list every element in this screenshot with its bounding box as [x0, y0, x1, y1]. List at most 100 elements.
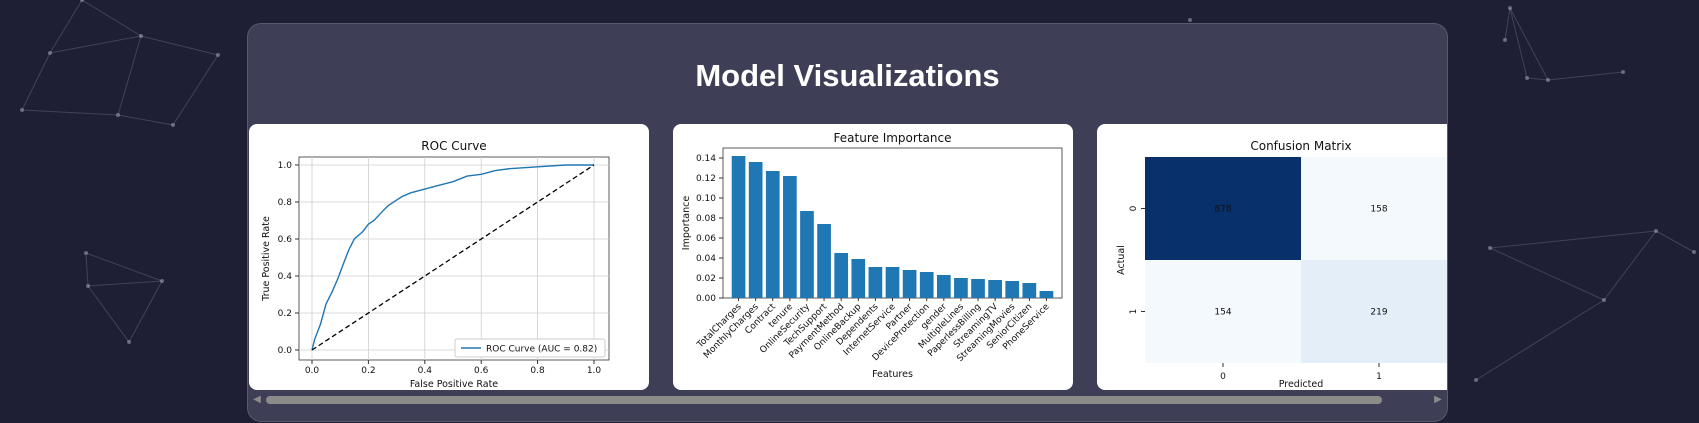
network-link [1489, 247, 1605, 301]
network-link [1526, 77, 1549, 81]
feature-bar [817, 224, 831, 298]
cm-x-tick-label: 0 [1220, 372, 1226, 382]
network-link [85, 252, 163, 282]
feature-bar [919, 272, 934, 298]
fi-y-tick-label: 0.14 [696, 154, 716, 164]
visualizations-panel: Model Visualizations ROC Curve 0.0 0.2 0.4 0… [247, 23, 1448, 422]
cm-x-axis-label: Predicted [1279, 379, 1324, 390]
network-link [21, 52, 51, 111]
fi-y-tick-label: 0.00 [696, 294, 716, 304]
roc-legend-box [454, 338, 606, 358]
fi-y-tick-label: 0.02 [696, 274, 716, 284]
network-link [1509, 7, 1549, 81]
confusion-matrix-cell [1301, 260, 1447, 363]
feature-bar [800, 211, 814, 298]
confusion-matrix-chart: Confusion Matrix 878 158 154 219 0 1 0 1 Predicte… [1116, 139, 1447, 390]
network-node [116, 113, 120, 117]
scrollbar-thumb[interactable] [266, 396, 1382, 404]
network-node [1621, 70, 1625, 74]
roc-legend-label: ROC Curve (AUC = 0.82) [486, 345, 597, 355]
network-node [80, 0, 84, 2]
confusion-matrix-value: 154 [1214, 308, 1231, 318]
network-node [1188, 18, 1192, 22]
feature-importance-card: Feature Importance 0.00 0.02 0.04 0.06 0.08 0.… [673, 124, 1073, 390]
feature-bar [902, 270, 917, 298]
roc-random-baseline [311, 164, 595, 351]
network-link [117, 35, 142, 116]
network-link [49, 0, 83, 54]
feature-bar [971, 279, 985, 298]
horizontal-scrollbar[interactable]: ◀ ▶ [248, 393, 1447, 407]
feature-bar [1022, 283, 1037, 298]
network-link [1603, 230, 1657, 301]
roc-x-tick-label: 1.0 [587, 366, 602, 376]
network-node [1508, 6, 1512, 10]
network-link [1475, 299, 1605, 381]
confusion-matrix-title: Confusion Matrix [1250, 139, 1351, 153]
fi-y-tick-label: 0.08 [696, 214, 716, 224]
network-node [127, 340, 131, 344]
network-node [1503, 38, 1507, 42]
network-link [128, 280, 163, 343]
feature-bar [885, 267, 900, 298]
roc-curve-chart: ROC Curve 0.0 0.2 0.4 0.6 0.8 1.0 0.0 0.2 0.4 0.6 0… [261, 139, 610, 390]
cm-x-tick-label: 1 [1376, 372, 1382, 382]
network-link [1509, 7, 1528, 79]
network-link [21, 109, 119, 116]
scroll-left-arrow-icon[interactable]: ◀ [253, 394, 261, 405]
network-link [49, 35, 142, 54]
feature-importance-chart: Feature Importance 0.00 0.02 0.04 0.06 0.08 0.… [681, 131, 1063, 380]
network-link [85, 252, 89, 287]
feature-bar [834, 253, 849, 298]
scroll-right-arrow-icon[interactable]: ▶ [1434, 394, 1442, 405]
feature-bar [765, 171, 780, 298]
network-node [20, 108, 24, 112]
network-link [1547, 71, 1624, 81]
network-node [171, 123, 175, 127]
feature-bar [1039, 291, 1054, 298]
network-node [1602, 298, 1606, 302]
roc-chart-title: ROC Curve [421, 139, 486, 153]
panel-title: Model Visualizations [695, 58, 1000, 93]
roc-y-tick-label: 0.0 [278, 346, 293, 356]
feature-bar [988, 280, 1002, 298]
network-node [86, 284, 90, 288]
fi-y-tick-label: 0.10 [696, 194, 716, 204]
network-link [81, 0, 142, 37]
network-link [140, 35, 219, 56]
feature-bar [1005, 281, 1020, 298]
roc-x-tick-label: 0.2 [361, 366, 375, 376]
feature-bar [851, 259, 866, 298]
roc-x-axis-label: False Positive Rate [410, 379, 498, 390]
feature-bar [748, 162, 763, 298]
roc-y-tick-label: 0.2 [278, 309, 292, 319]
feature-bar [783, 176, 797, 298]
fi-y-tick-label: 0.04 [696, 254, 716, 264]
network-node [160, 279, 164, 283]
feature-bar [731, 156, 746, 298]
network-node [1546, 78, 1550, 82]
network-link [1504, 7, 1511, 41]
roc-y-axis-label: True Positive Rate [261, 216, 272, 302]
confusion-matrix-value: 158 [1370, 205, 1387, 215]
roc-y-tick-label: 0.8 [278, 198, 293, 208]
roc-curve-card: ROC Curve 0.0 0.2 0.4 0.6 0.8 1.0 0.0 0.2 0.4 0.6 0… [249, 124, 649, 390]
network-node [48, 51, 52, 55]
fi-y-tick-label: 0.06 [696, 234, 716, 244]
network-link [172, 54, 219, 126]
roc-y-tick-label: 0.4 [278, 272, 293, 282]
network-link [117, 114, 174, 126]
cm-y-axis-label: Actual [1116, 245, 1127, 275]
feature-bar [936, 275, 951, 298]
network-node [1488, 246, 1492, 250]
network-node [84, 251, 88, 255]
network-link [87, 280, 163, 287]
roc-y-tick-label: 1.0 [278, 161, 293, 171]
network-node [1654, 229, 1658, 233]
roc-x-tick-label: 0.8 [530, 366, 545, 376]
confusion-matrix-card: Confusion Matrix 878 158 154 219 0 1 0 1 Predicte… [1097, 124, 1447, 390]
cm-y-tick-label: 0 [1129, 205, 1139, 211]
fi-y-axis-label: Importance [681, 196, 692, 251]
confusion-matrix-value: 219 [1370, 308, 1387, 318]
